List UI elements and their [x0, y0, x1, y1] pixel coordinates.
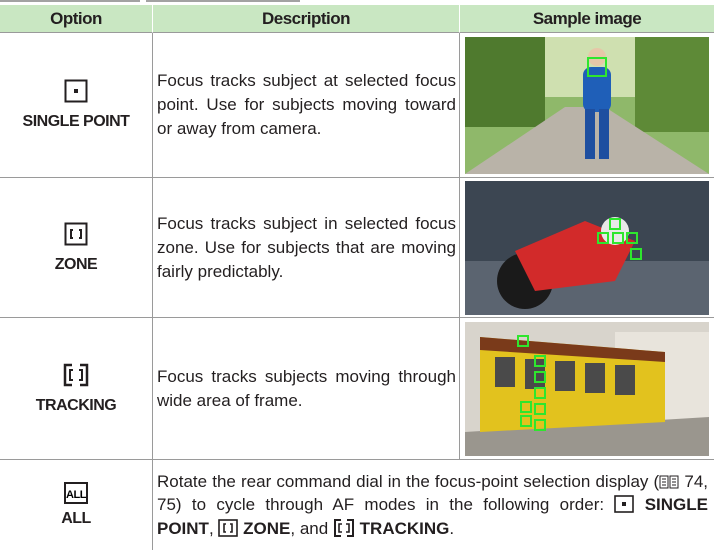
description-cell: Focus tracks subject at selected focus p… [152, 33, 460, 178]
image-cell [460, 178, 714, 318]
all-icon: ALL [64, 482, 88, 504]
description-cell: Focus tracks subject in selected focus z… [152, 178, 460, 318]
option-cell: ZONE [0, 178, 152, 318]
option-label: ALL [61, 510, 91, 527]
page-ref: 74, 75 [157, 471, 708, 515]
zone-icon [218, 518, 239, 537]
book-icon [659, 475, 679, 489]
description: Focus tracks subjects moving through wid… [157, 366, 456, 410]
text: ) to cycle through AF modes in the follo… [175, 495, 605, 515]
image-cell [460, 318, 714, 460]
description: Focus tracks subject in selected focus z… [157, 213, 456, 281]
zone-icon [64, 222, 88, 245]
option-label: ZONE [54, 255, 98, 273]
sample-image [465, 180, 709, 315]
option-label: TRACKING [35, 396, 117, 414]
tracking-icon [63, 363, 89, 386]
description: Rotate the rear command dial in the focu… [157, 470, 708, 541]
separator: , and [290, 518, 329, 538]
text: Rotate the rear command dial in the focu… [157, 471, 660, 491]
option-cell: TRACKING [0, 318, 152, 460]
option-label: SINGLE POINT [22, 113, 130, 130]
image-cell [460, 33, 714, 178]
option-cell: ALL ALL [0, 460, 152, 550]
mode-name: SINGLE POINT [157, 495, 709, 538]
single-point-icon [64, 79, 88, 103]
description-cell: Rotate the rear command dial in the focu… [152, 460, 714, 550]
header-cell: Option [0, 5, 152, 33]
cut-lines [0, 0, 300, 2]
header-cell: Description [152, 5, 460, 33]
description-cell: Focus tracks subjects moving through wid… [152, 318, 460, 460]
separator: , [208, 518, 214, 538]
description: Focus tracks subject at selected focus p… [157, 71, 456, 138]
separator: . [449, 518, 455, 538]
mode-name: TRACKING [359, 518, 450, 538]
sample-image [465, 36, 709, 174]
single-point-icon [614, 495, 635, 514]
option-cell: SINGLE POINT [0, 33, 152, 178]
mode-name: ZONE [243, 518, 291, 538]
sample-image [465, 321, 709, 456]
header-cell: Sample image [460, 5, 714, 33]
tracking-icon [333, 518, 354, 537]
icon-text: ALL [66, 489, 87, 501]
